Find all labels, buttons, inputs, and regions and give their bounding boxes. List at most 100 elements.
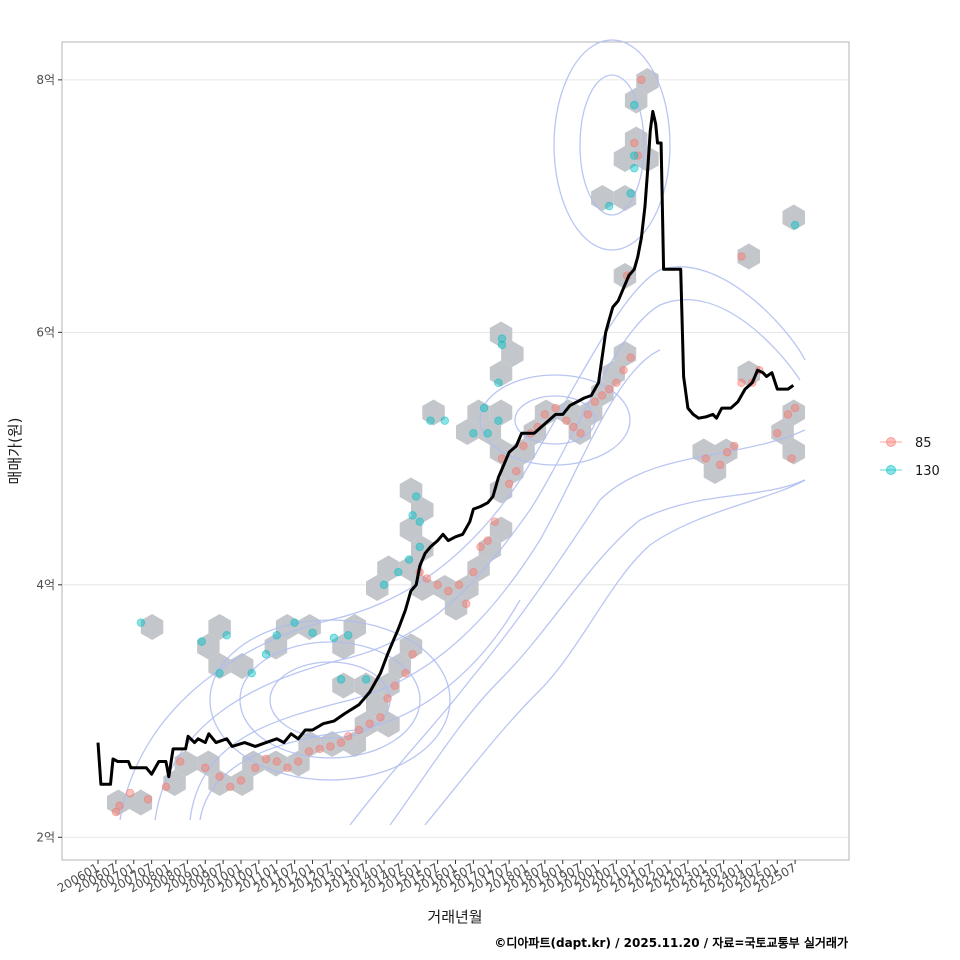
scatter-point-85 (115, 801, 124, 810)
hexbin-cell (771, 419, 794, 445)
hexbin-cell (399, 633, 423, 660)
density-contour (514, 395, 596, 445)
scatter-point-130 (344, 631, 353, 640)
scatter-point-85 (476, 542, 485, 552)
scatter-point-85 (215, 772, 224, 781)
hexbin-cell (489, 516, 513, 543)
hexbin-cell (613, 185, 637, 211)
y-tick-label: 8억 (36, 73, 55, 87)
scatter-point-85 (540, 410, 550, 419)
hexbin-cell (208, 614, 231, 640)
scatter-point-85 (483, 536, 492, 545)
hexbin-cell (174, 750, 198, 777)
hexbin-cell (444, 594, 468, 621)
hexbin-cell (422, 399, 445, 426)
scatter-point-85 (283, 763, 292, 773)
scatter-point-130 (197, 637, 206, 646)
x-axis: 2006012006072007012007072008012008072009… (55, 860, 799, 896)
density-contour (349, 429, 806, 826)
scatter-point-85 (376, 713, 385, 722)
scatter-point-130 (479, 403, 489, 413)
scatter-point-85 (294, 757, 303, 766)
scatter-point-85 (576, 429, 585, 438)
caption: ©디아파트(dapt.kr) / 2025.11.20 / 자료=국토교통부 실… (494, 935, 848, 950)
scatter-points (111, 75, 800, 817)
density-contour (269, 661, 391, 739)
hexbin-cell (399, 477, 423, 504)
hexbin-cell (242, 750, 265, 777)
legend: 85 130 (880, 436, 940, 479)
density-contour (119, 266, 806, 821)
hexbin-cell (478, 419, 502, 445)
scatter-point-85 (512, 466, 521, 476)
scatter-point-85 (637, 75, 646, 85)
x-axis-title: 거래년월 (427, 908, 482, 926)
scatter-point-85 (315, 744, 324, 754)
scatter-point-85 (737, 378, 746, 388)
density-contour (553, 39, 671, 251)
scatter-point-130 (361, 675, 371, 684)
scatter-point-85 (701, 454, 710, 463)
hexbin-cell (377, 672, 400, 699)
hexbin-cell (613, 263, 637, 289)
scatter-point-85 (143, 795, 153, 804)
scatter-point-85 (326, 742, 335, 751)
scatter-point-130 (469, 429, 478, 438)
scatter-point-85 (469, 567, 478, 577)
scatter-point-85 (787, 454, 796, 463)
scatter-point-130 (411, 492, 421, 501)
scatter-point-85 (605, 384, 614, 394)
scatter-point-85 (583, 410, 592, 419)
scatter-point-85 (344, 732, 353, 741)
scatter-point-85 (630, 138, 639, 148)
scatter-point-85 (401, 668, 410, 678)
scatter-point-130 (247, 668, 256, 678)
scatter-point-85 (176, 757, 185, 766)
scatter-point-85 (730, 441, 739, 451)
scatter-point-130 (408, 511, 417, 520)
legend-key-point (886, 465, 896, 475)
hexbin-cell (197, 633, 220, 660)
scatter-point-85 (612, 378, 621, 388)
hexbin-cell (208, 653, 231, 679)
density-contour (239, 641, 421, 759)
hexbin-cell (332, 633, 355, 660)
scatter-point-130 (404, 555, 414, 564)
hexbin-cell (489, 321, 513, 348)
hexbin-cell (343, 731, 366, 757)
scatter-point-85 (161, 782, 171, 791)
hexbin-cell (636, 68, 659, 94)
scatter-point-85 (737, 252, 746, 261)
scatter-point-130 (261, 650, 271, 659)
scatter-point-85 (562, 416, 571, 425)
scatter-point-130 (605, 201, 614, 211)
density-contour (424, 479, 806, 826)
scatter-point-85 (783, 410, 793, 419)
hexbin-cell (782, 399, 805, 426)
hexbin-cell (591, 185, 614, 211)
hexbin-cell (613, 146, 637, 172)
trend-line (96, 109, 795, 786)
scatter-point-85 (597, 391, 607, 400)
hexbin-cell (467, 555, 490, 582)
density-contour (209, 619, 451, 781)
scatter-point-85 (454, 580, 464, 590)
scatter-point-130 (426, 416, 435, 425)
scatter-point-85 (569, 422, 578, 432)
scatter-point-85 (201, 763, 210, 773)
scatter-point-85 (251, 763, 260, 773)
hexbin-cell (264, 633, 288, 660)
scatter-point-85 (504, 479, 514, 489)
scatter-point-85 (236, 776, 246, 785)
hexbin-cell (568, 419, 592, 445)
trend-line-layer (96, 109, 795, 786)
scatter-point-130 (630, 164, 639, 173)
scatter-point-85 (790, 403, 800, 413)
hexbin-cell (399, 516, 423, 543)
scatter-point-85 (272, 757, 281, 766)
y-axis-title: 매매가(원) (6, 418, 24, 485)
scatter-point-85 (261, 754, 271, 764)
hexbin-cell (489, 399, 513, 426)
density-contour (189, 349, 661, 821)
scatter-point-85 (619, 366, 628, 375)
